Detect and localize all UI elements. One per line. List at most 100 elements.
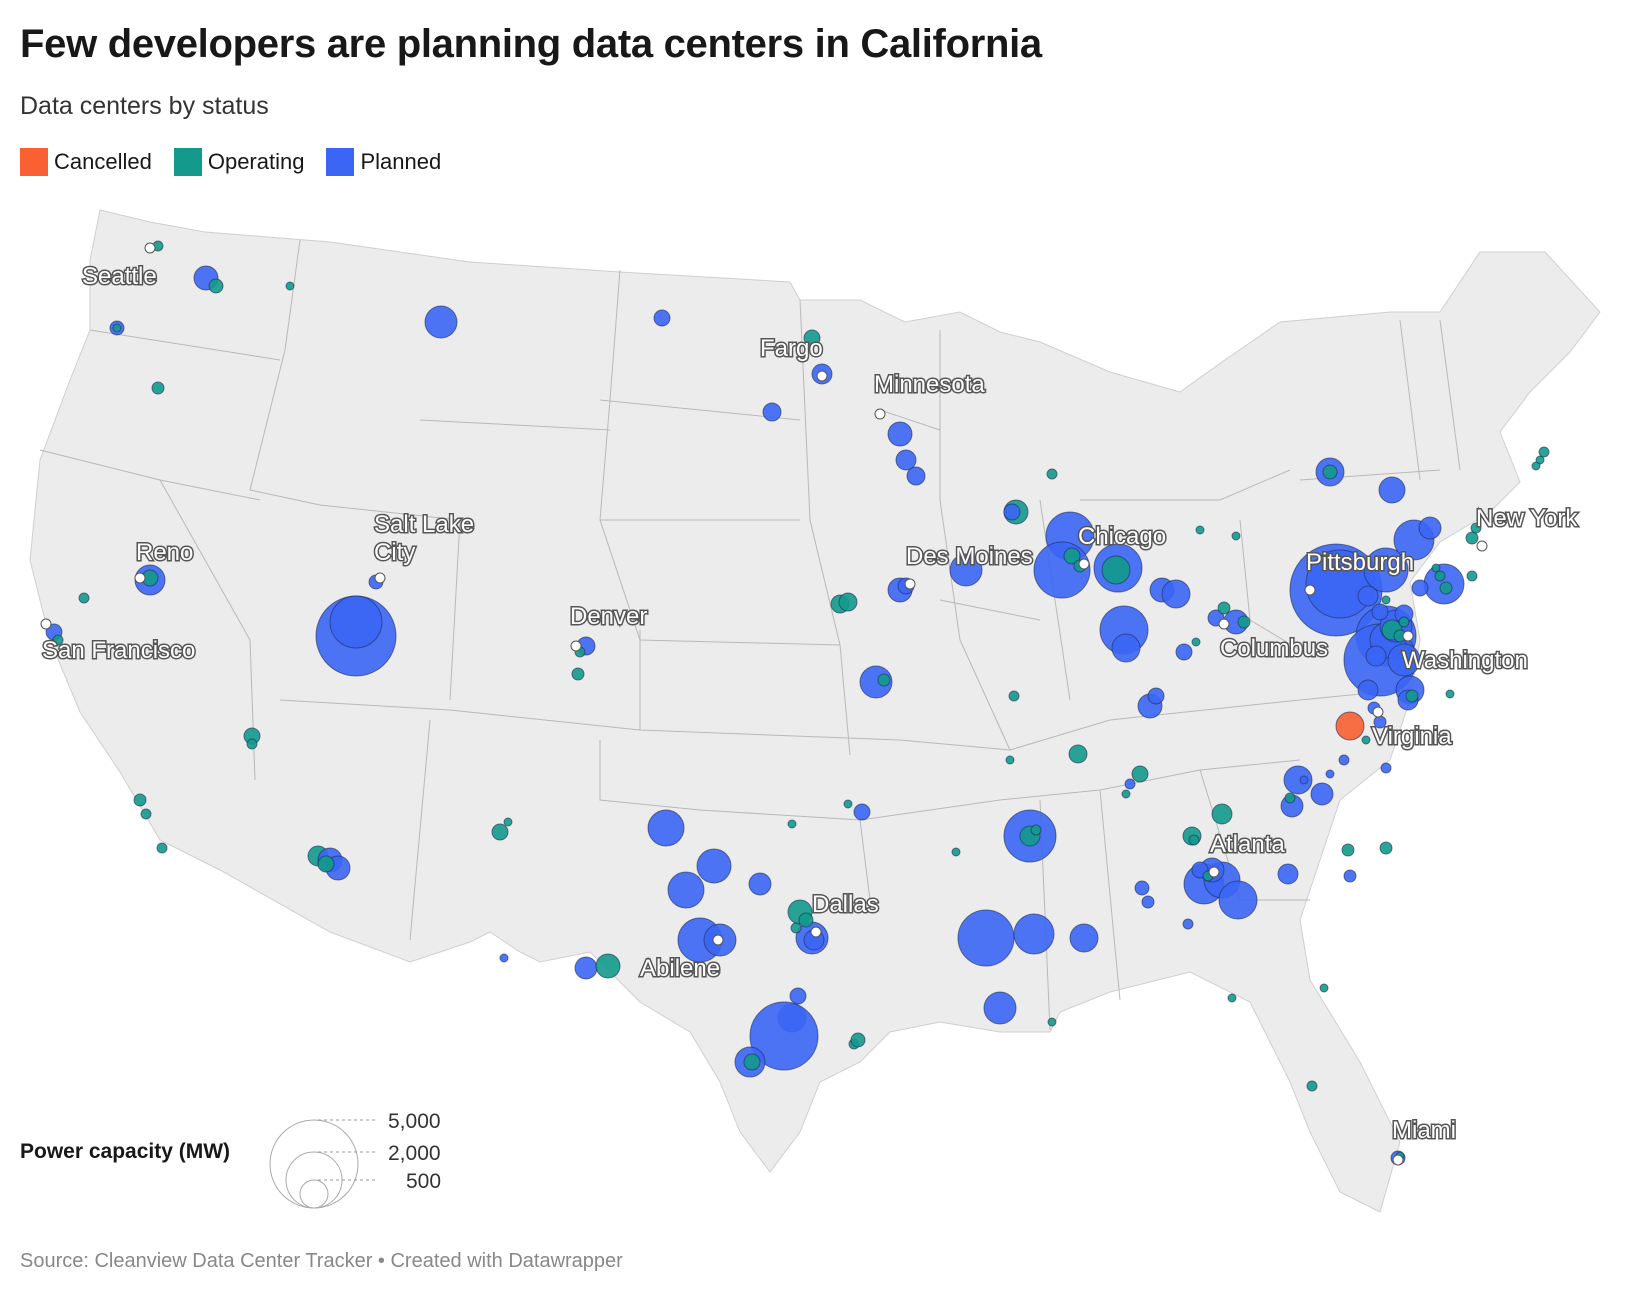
city-label-fargo: Fargo [760,335,823,362]
planned-data-center-marker [1357,585,1379,607]
planned-data-center-marker [424,305,458,339]
legend-item-cancelled: Cancelled [20,148,152,176]
city-dot-virginia [1372,706,1384,718]
planned-data-center-marker [748,872,772,896]
chart-title: Few developers are planning data centers… [20,22,1042,66]
source-note: Source: Cleanview Data Center Tracker • … [20,1250,623,1272]
city-dot-denver [570,640,582,652]
operating-data-center-marker [112,323,122,333]
operating-data-center-marker [1131,765,1149,783]
planned-data-center-marker [696,848,732,884]
operating-data-center-marker [1306,1080,1318,1092]
city-dot-washington [1402,630,1414,642]
planned-data-center-marker [983,991,1017,1025]
operating-data-center-marker [208,278,224,294]
operating-data-center-marker [1227,993,1237,1003]
size-label-500: 500 [406,1170,441,1193]
operating-data-center-marker [246,738,258,750]
operating-data-center-marker [151,381,165,395]
planned-data-center-marker [1134,880,1150,896]
city-label-dallas: Dallas [812,891,879,918]
city-label-denver: Denver [570,603,647,630]
city-dot-abilene [712,934,724,946]
city-dot-miami [1392,1154,1404,1166]
operating-data-center-marker [951,847,961,857]
planned-data-center-marker [1069,923,1099,953]
operating-data-center-marker [1063,547,1081,565]
planned-data-center-marker [949,553,983,587]
operating-data-center-marker [595,953,621,979]
planned-data-center-marker [1343,869,1357,883]
planned-data-center-marker [853,803,871,821]
city-dot-chicago [1078,558,1090,570]
planned-data-center-marker [1338,754,1350,766]
operating-data-center-marker [140,808,152,820]
city-dot-atlanta [1208,866,1220,878]
planned-data-center-marker [1003,503,1021,521]
operating-data-center-marker [1188,834,1200,846]
operating-data-center-marker [285,281,295,291]
operating-data-center-marker [503,817,513,827]
operating-swatch [173,148,202,176]
planned-data-center-marker [1387,643,1421,677]
planned-data-center-marker [1175,643,1193,661]
city-dot-minnesota [874,408,886,420]
operating-data-center-marker [1361,735,1371,745]
city-dot-seattle [144,242,156,254]
operating-data-center-marker [838,592,858,612]
city-label-new-york: New York [1476,505,1578,532]
size-label-2000: 2,000 [388,1142,441,1165]
legend-item-operating: Operating [173,148,305,176]
operating-data-center-marker [133,793,147,807]
planned-swatch [326,148,355,176]
operating-data-center-marker [1470,522,1482,534]
planned-data-center-marker [1299,775,1309,785]
legend-label-planned: Planned [360,149,442,174]
operating-data-center-marker [1284,792,1296,804]
legend-item-planned: Planned [326,148,441,176]
operating-data-center-marker [571,667,585,681]
operating-data-center-marker [803,329,821,347]
city-label-abilene: Abilene [640,955,720,982]
city-label-minnesota: Minnesota [874,371,985,398]
operating-data-center-marker [1379,841,1393,855]
planned-data-center-marker [1147,687,1165,705]
operating-data-center-marker [1538,446,1550,458]
planned-data-center-marker [667,871,705,909]
operating-data-center-marker [1405,689,1419,703]
city-dot-des-moines [904,578,916,590]
operating-data-center-marker [317,855,335,873]
planned-data-center-marker [1411,579,1429,597]
planned-data-center-marker [1182,918,1194,930]
planned-data-center-marker [1111,633,1141,663]
planned-data-center-marker [789,987,807,1005]
city-label-seattle: Seattle [82,263,157,290]
operating-data-center-marker [1398,616,1410,628]
legend-label-cancelled: Cancelled [54,149,152,174]
city-dot-dallas [810,926,822,938]
size-circle-500 [299,1179,329,1209]
planned-data-center-marker [1363,547,1409,593]
operating-data-center-marker [1439,581,1453,595]
legend-label-operating: Operating [207,149,305,174]
planned-data-center-marker [1283,765,1313,795]
planned-data-center-marker [1371,603,1389,621]
operating-data-center-marker [1431,563,1441,573]
planned-data-center-marker [895,449,917,471]
planned-data-center-marker [647,809,685,847]
operating-data-center-marker [1121,789,1131,799]
planned-data-center-marker [574,956,598,980]
operating-data-center-marker [798,912,814,928]
operating-data-center-marker [790,922,802,934]
city-label-salt-lake-city: Salt Lake [374,511,474,538]
operating-data-center-marker [1341,843,1355,857]
operating-data-center-marker [1466,570,1478,582]
city-markers: Seattle Fargo Minnesota Reno Salt Lake C… [40,242,1580,1166]
operating-data-center-marker [1319,983,1329,993]
chart-subtitle: Data centers by status [20,92,269,120]
planned-data-center-marker [499,953,509,963]
planned-data-center-marker [1277,863,1299,885]
planned-data-center-marker [329,595,383,649]
planned-data-center-marker [749,1001,819,1071]
city-label-chicago: Chicago [1078,523,1166,550]
